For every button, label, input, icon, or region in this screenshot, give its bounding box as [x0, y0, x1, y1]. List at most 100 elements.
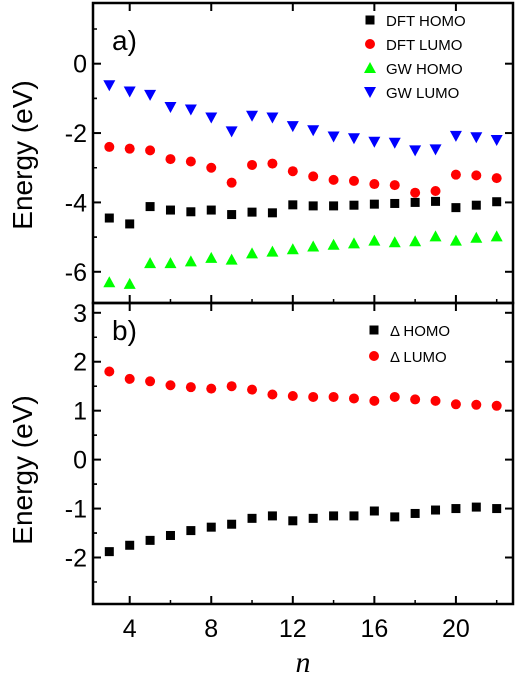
panel-a-series-3: [103, 80, 503, 157]
panel-b-series-0-point: [206, 522, 216, 532]
panel-a-series-0-point: [104, 213, 114, 223]
panel-b-series-1-point: [410, 394, 421, 405]
panel-a-series-1-point: [145, 145, 156, 156]
panel-b-series-0-point: [247, 513, 257, 523]
panel-b-series-0-point: [125, 540, 135, 550]
panel-b-series-1-point: [369, 395, 380, 406]
panel-a-series-0-point: [471, 200, 481, 210]
panel-a-legend-marker: [364, 62, 376, 73]
panel-a-series-2-point: [286, 243, 299, 255]
panel-b-legend-label: Δ HOMO: [390, 323, 450, 340]
panel-a-series-3-point: [103, 80, 116, 92]
panel-a-series-3-point: [347, 133, 360, 145]
panel-b-legend: Δ HOMO Δ LUMO: [369, 323, 450, 366]
panel-a-ytick-label: 0: [73, 51, 87, 79]
panel-b-series-1: [104, 366, 502, 411]
panel-b-series-1-point: [430, 395, 441, 406]
panel-a-series-3-point: [144, 89, 157, 101]
panel-b-series-0-point: [145, 535, 155, 545]
panel-b-legend-marker: [369, 351, 379, 361]
panel-a-series-0: [104, 196, 502, 229]
panel-b-xtick-label: 12: [279, 615, 307, 643]
panel-a-series-2-point: [164, 257, 177, 269]
panel-a-series-0-point: [165, 205, 175, 215]
panel-a-legend-label: GW LUMO: [386, 85, 459, 102]
panel-b-series-1-point: [185, 382, 196, 393]
panel-a-series-2-point: [225, 253, 238, 265]
panel-a-series-2: [103, 230, 503, 289]
panel-b-series-1-point: [287, 390, 298, 401]
panel-a-series-1-point: [104, 141, 115, 152]
panel-a-series-2-point: [347, 237, 360, 249]
panel-b-series-0-point: [288, 516, 298, 526]
panel-a-series-1-point: [389, 180, 400, 191]
panel-a-series-0-point: [451, 203, 461, 213]
panel-b-xtick-label: 8: [204, 615, 218, 643]
panel-a-series-0-point: [349, 200, 359, 210]
panel-a-series-2-point: [429, 230, 442, 242]
panel-a-series-2-point: [205, 251, 218, 263]
panel-b-label: b): [112, 315, 137, 346]
panel-a-legend-marker: [365, 15, 375, 25]
panel-a-series-0-point: [267, 208, 277, 218]
panel-b-series-1-point: [145, 376, 156, 387]
panel-a-series-1: [104, 141, 502, 198]
panel-a-series-0-point: [247, 207, 257, 217]
panel-a-series-1-point: [185, 156, 196, 167]
panel-a-series-1-point: [348, 175, 359, 186]
panel-b-series-1-point: [308, 391, 319, 402]
panel-a-label: a): [112, 25, 137, 56]
panel-a-y-axis-label: Energy (eV): [7, 80, 38, 229]
panel-b-ytick-label: 3: [73, 300, 87, 328]
x-axis-label: n: [296, 646, 311, 675]
panel-b-series-1-point: [328, 391, 339, 402]
panel-b-series-1-point: [206, 383, 217, 394]
panel-a: 0 -2 -4 -6 DFT HOMO DFT LUMO GW HOMO GW LUMO: [65, 3, 513, 303]
panel-a-series-3-point: [286, 121, 299, 133]
panel-a-series-2-point: [144, 257, 157, 269]
panel-a-series-0-point: [329, 201, 339, 211]
panel-b-series-0-point: [329, 511, 339, 521]
panel-b-series-1-point: [267, 389, 278, 400]
panel-b-y-axis-label: Energy (eV): [7, 395, 38, 544]
panel-a-series-3-point: [409, 145, 422, 157]
panel-a-series-2-point: [409, 235, 422, 247]
panel-b-series-1-point: [348, 393, 359, 404]
panel-b-series-0-point: [451, 504, 461, 514]
panel-a-series-2-point: [470, 231, 483, 243]
panel-b-series-1-point: [471, 399, 482, 410]
panel-b-xtick-label: 4: [123, 615, 137, 643]
panel-a-series-3-point: [449, 130, 462, 142]
panel-b-series-1-point: [247, 384, 258, 395]
panel-a-series-1-point: [247, 159, 258, 170]
panel-a-series-2-point: [103, 276, 116, 288]
panel-a-series-3-point: [246, 110, 259, 122]
panel-a-series-1-point: [206, 162, 217, 173]
panel-a-series-0-point: [369, 199, 379, 209]
panel-a-legend-marker: [365, 39, 375, 49]
panel-b-series-0-point: [390, 512, 400, 522]
panel-a-series-1-point: [369, 179, 380, 190]
panel-b-legend-marker: [369, 325, 379, 335]
panel-a-series-1-point: [287, 166, 298, 177]
panel-a-series-2-point: [307, 240, 320, 252]
panel-b-series-1-point: [165, 380, 176, 391]
panel-a-series-0-point: [186, 207, 196, 217]
panel-a-series-3-point: [388, 137, 401, 149]
panel-a-series-0-point: [288, 200, 298, 210]
panel-a-series-2-point: [246, 247, 259, 259]
panel-a-legend-label: DFT HOMO: [386, 13, 466, 30]
panel-a-series-2-point: [388, 236, 401, 248]
panel-b-xtick-label: 16: [360, 615, 388, 643]
panel-a-legend-label: GW HOMO: [386, 61, 463, 78]
panel-b-series-0-point: [186, 526, 196, 536]
panel-b-series-0-point: [267, 511, 277, 521]
panel-a-series-2-point: [184, 255, 197, 267]
panel-a-series-2-point: [266, 245, 279, 257]
panel-a-ytick-label: -2: [65, 120, 87, 148]
panel-a-ytick-label: -6: [65, 259, 87, 287]
panel-b-series-0-point: [165, 530, 175, 540]
panel-a-series-3-point: [266, 112, 279, 124]
panel-a-series-3-point: [368, 136, 381, 148]
panel-b-series-1-point: [124, 373, 135, 384]
